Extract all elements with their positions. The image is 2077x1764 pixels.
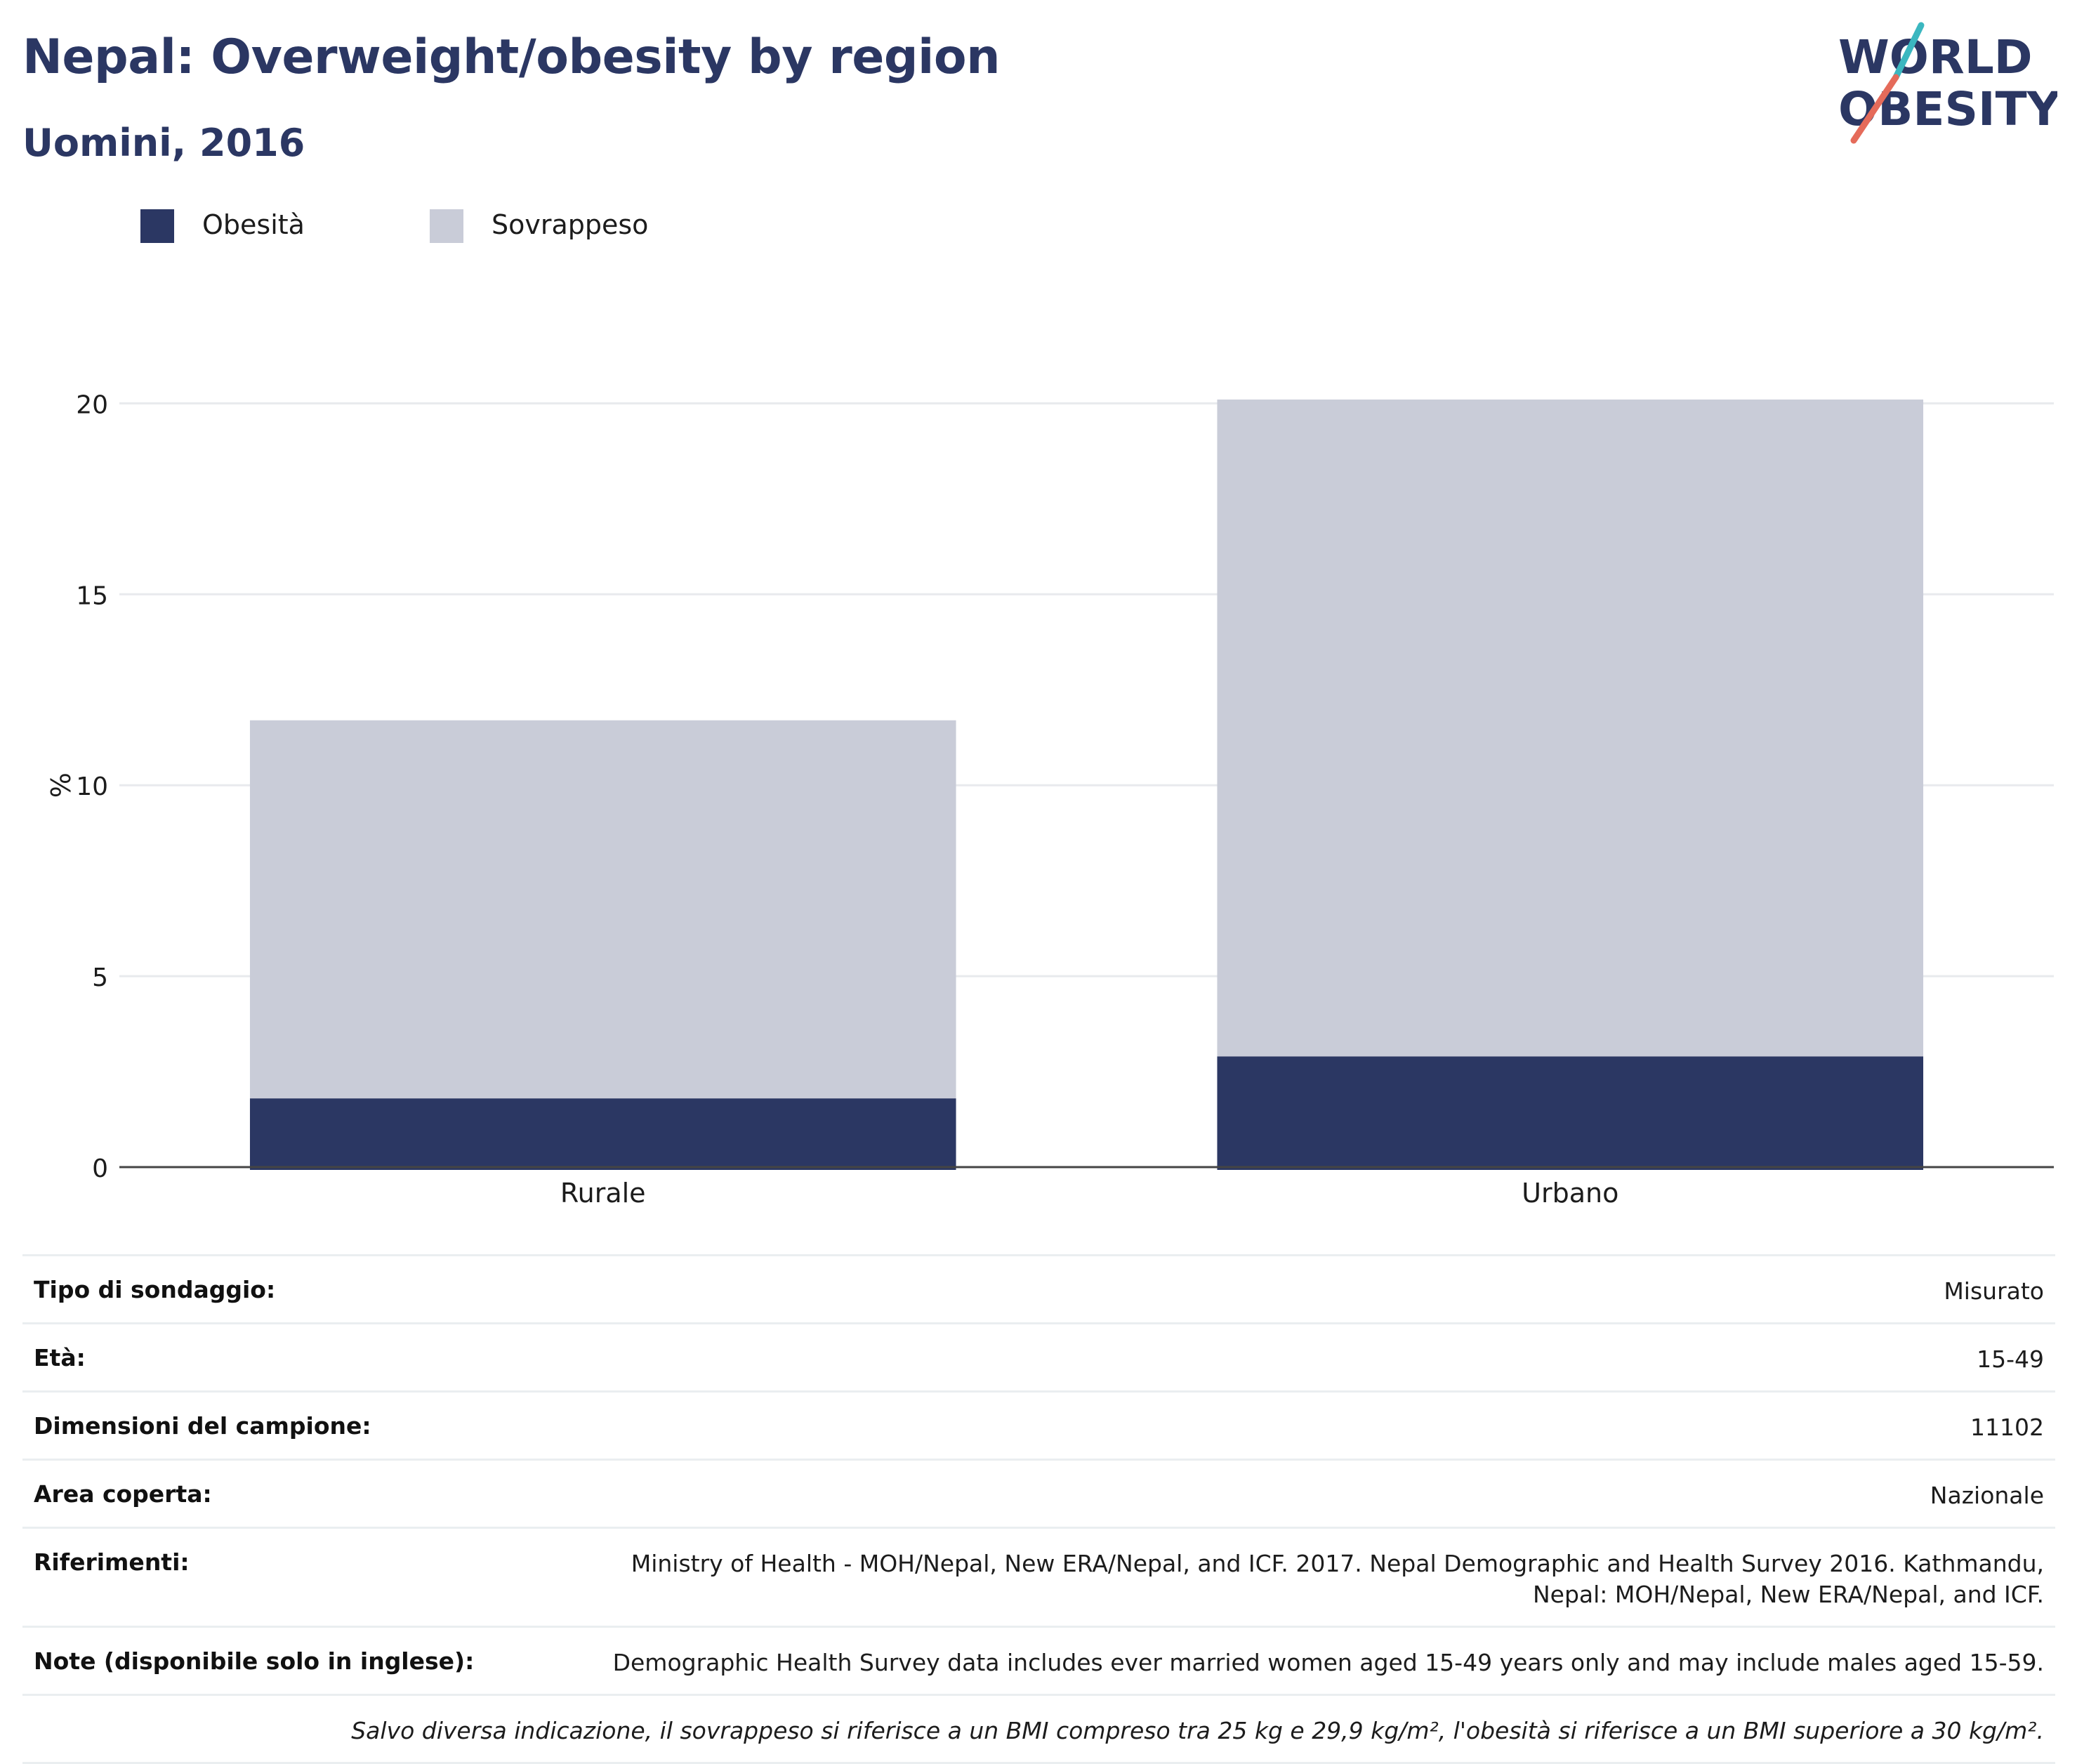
- info-label: Età:: [34, 1344, 86, 1371]
- info-row-references: Riferimenti: Ministry of Health - MOH/Ne…: [22, 1527, 2055, 1626]
- info-row-footnote: Salvo diversa indicazione, il sovrappeso…: [22, 1694, 2055, 1764]
- stacked-bar-chart: 0 5 10 15 20% Rurale Urbano: [44, 390, 2054, 1209]
- info-row-area: Area coperta: Nazionale: [22, 1459, 2055, 1527]
- bar-sovrappeso: [1217, 399, 1924, 1057]
- info-value: Nazionale: [1930, 1482, 2044, 1509]
- bar-sovrappeso: [249, 720, 956, 1099]
- logo-slash-coral: [1850, 74, 1899, 144]
- info-row-notes: Note (disponibile solo in inglese): Demo…: [22, 1626, 2055, 1694]
- legend-swatch-obesita: [140, 209, 174, 243]
- info-label: Riferimenti:: [34, 1548, 190, 1576]
- info-value: 11102: [1970, 1414, 2044, 1441]
- info-value: Misurato: [1944, 1277, 2044, 1305]
- logo-slash-teal: [1892, 22, 1925, 81]
- y-tick-label: 10: [76, 772, 108, 801]
- bar-obesit: [1217, 1056, 1924, 1170]
- x-tick-label: Rurale: [560, 1178, 646, 1209]
- info-label: Dimensioni del campione:: [34, 1412, 371, 1440]
- info-label: Tipo di sondaggio:: [34, 1276, 276, 1303]
- info-value: Demographic Health Survey data includes …: [612, 1649, 2044, 1676]
- legend-label-obesita: Obesità: [202, 209, 305, 240]
- info-value: Ministry of Health - MOH/Nepal, New ERA/…: [631, 1550, 2044, 1608]
- y-tick-label: 20: [76, 390, 108, 419]
- x-tick-label: Urbano: [1522, 1178, 1618, 1209]
- page-title: Nepal: Overweight/obesity by region: [22, 29, 1000, 85]
- info-footnote: Salvo diversa indicazione, il sovrappeso…: [351, 1717, 2044, 1744]
- world-obesity-logo: WORLD OBESITY: [1838, 22, 2057, 144]
- info-row-age: Età: 15-49: [22, 1322, 2055, 1390]
- survey-info-table: Tipo di sondaggio: Misurato Età: 15-49 D…: [22, 1254, 2055, 1764]
- info-label: Note (disponibile solo in inglese):: [34, 1647, 475, 1675]
- info-row-survey-type: Tipo di sondaggio: Misurato: [22, 1254, 2055, 1322]
- y-axis-label: %: [44, 772, 75, 798]
- legend-label-sovrappeso: Sovrappeso: [492, 209, 649, 240]
- info-value: 15-49: [1977, 1345, 2044, 1373]
- y-tick-label: 0: [92, 1154, 108, 1183]
- info-row-sample-size: Dimensioni del campione: 11102: [22, 1390, 2055, 1459]
- info-label: Area coperta:: [34, 1480, 212, 1508]
- legend-swatch-sovrappeso: [430, 209, 463, 243]
- bar-obesit: [249, 1098, 956, 1170]
- y-tick-label: 5: [92, 963, 108, 992]
- page-subtitle: Uomini, 2016: [22, 121, 305, 165]
- logo-word-world: WORLD: [1838, 30, 2033, 84]
- y-tick-label: 15: [76, 581, 108, 610]
